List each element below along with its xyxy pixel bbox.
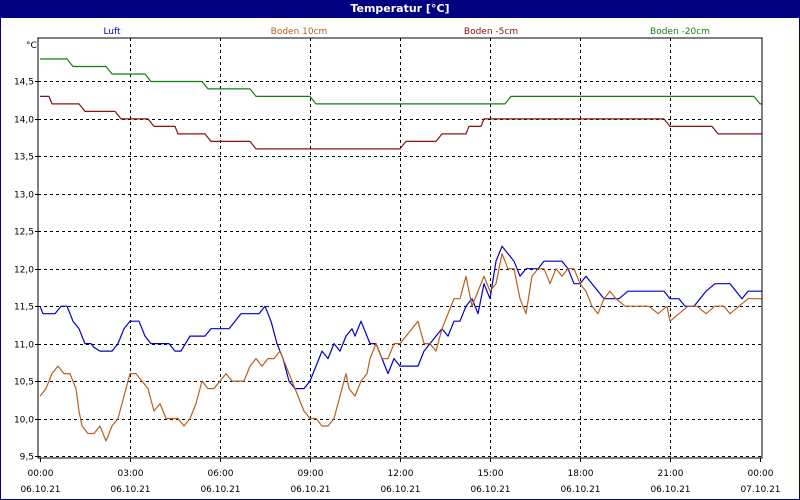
series-layer (39, 58, 762, 442)
x-axis: 00:00 06.10.21 03:00 06.10.21 06:00 06.10.21 0… (20, 458, 781, 495)
legend-entry: Boden -20cm (650, 27, 710, 37)
x-tick-time-label: 03:00 (118, 469, 144, 479)
series-line-boden-5cm (40, 95, 762, 150)
x-tick-date-label: 06.10.21 (290, 485, 330, 495)
x-tick-date-label: 06.10.21 (20, 485, 60, 495)
x-tick-time-label: 06:00 (208, 469, 234, 479)
series-line-boden-20cm (40, 58, 762, 105)
x-tick-date-label: 06.10.21 (200, 485, 240, 495)
series-line-boden-10cm (39, 253, 762, 442)
y-tick-label: 14,0 (14, 116, 34, 126)
x-tick-time-label: 00:00 (28, 469, 54, 479)
y-axis-unit-label: °C (26, 41, 37, 51)
x-tick-time-label: 18:00 (568, 469, 594, 479)
x-tick-time-label: 09:00 (298, 469, 324, 479)
y-tick-label: 12,5 (14, 228, 34, 238)
legend-entry: Boden -5cm (464, 27, 518, 37)
x-tick-date-label: 06.10.21 (380, 485, 420, 495)
x-tick-date-label: 06.10.21 (110, 485, 150, 495)
y-tick-label: 11,5 (14, 303, 34, 313)
x-tick-time-label: 21:00 (658, 469, 684, 479)
y-tick-label: 10,5 (14, 378, 34, 388)
grid-layer (38, 38, 762, 458)
y-tick-label: 10,0 (14, 416, 34, 426)
y-axis: 9,5 10,0 10,5 11,0 11,5 12,0 12,5 13,0 13,5 14,0 1… (14, 78, 38, 463)
x-tick-date-label: 07.10.21 (740, 485, 780, 495)
legend-entry: Boden 10cm (271, 27, 328, 37)
x-tick-time-label: 00:00 (748, 469, 774, 479)
x-tick-time-label: 15:00 (478, 469, 504, 479)
x-tick-time-label: 12:00 (388, 469, 414, 479)
legend-entry: Luft (103, 27, 121, 37)
y-tick-label: 12,0 (14, 266, 34, 276)
x-tick-date-label: 06.10.21 (560, 485, 600, 495)
legend: Luft Boden 10cm Boden -5cm Boden -20cm (103, 27, 710, 37)
x-tick-date-label: 06.10.21 (650, 485, 690, 495)
y-tick-label: 11,0 (14, 341, 34, 351)
chart-title: Temperatur [°C] (0, 0, 800, 18)
y-tick-label: 13,5 (14, 153, 34, 163)
x-tick-date-label: 06.10.21 (470, 485, 510, 495)
y-tick-label: 14,5 (14, 78, 34, 88)
y-tick-label: 9,5 (20, 453, 34, 463)
y-tick-label: 13,0 (14, 191, 34, 201)
series-line-luft (39, 245, 762, 390)
